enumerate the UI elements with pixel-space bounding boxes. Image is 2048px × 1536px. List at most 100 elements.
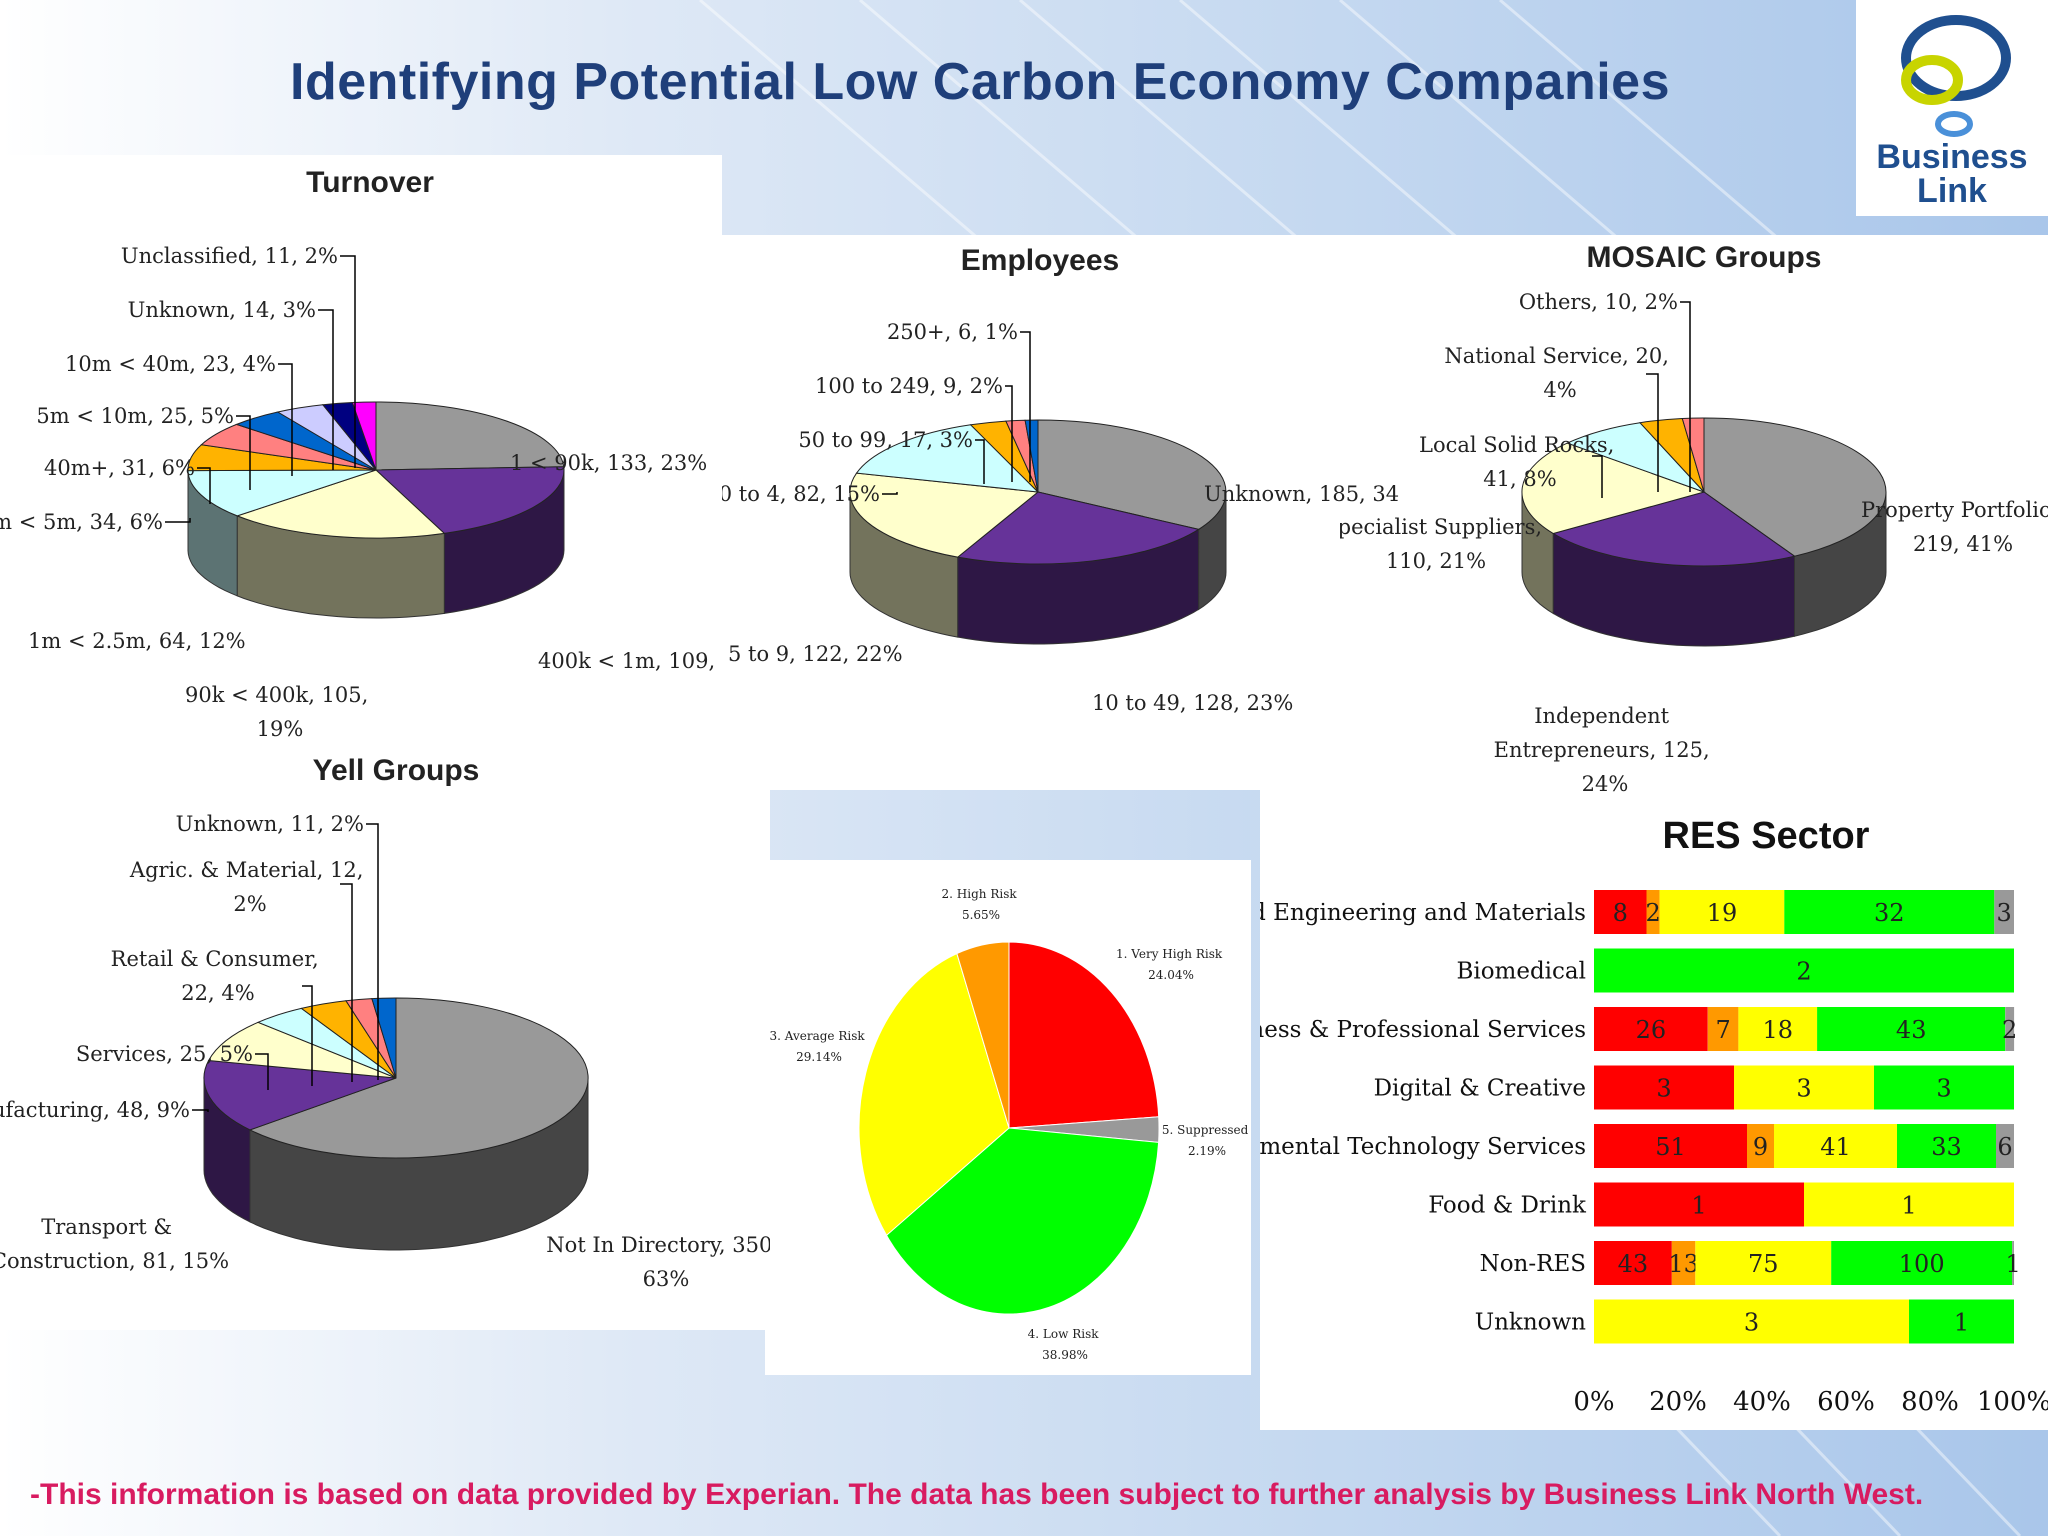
res-bar-value-label: 6 bbox=[1997, 1133, 2012, 1161]
res-bar-segment bbox=[1874, 1065, 2014, 1110]
mosaic-leader-lines bbox=[1592, 301, 1691, 498]
yell-pie-chart: Yell Groups Unknown, 11, 2% Agric. & Mat… bbox=[0, 754, 770, 1291]
res-x-tick-label: 0% bbox=[1573, 1387, 1614, 1417]
employees-slice-0 bbox=[1037, 419, 1227, 530]
employees-leader-lines bbox=[882, 331, 1031, 495]
res-bar-value-label: 3 bbox=[1796, 1075, 1811, 1103]
mosaic-pie-chart: MOSAIC Groups Others, 10, 2% National Se… bbox=[1340, 241, 2048, 796]
risk-pie-chart: 2. High Risk 5.65% 1. Very High Risk 24.… bbox=[770, 887, 1251, 1362]
res-bar-segment bbox=[1594, 1299, 1909, 1344]
res-bar-segment bbox=[1695, 1241, 1832, 1285]
risk-label-high: 2. High Risk 5.65% bbox=[942, 887, 1021, 922]
turnover-label-10m-40m: 10m < 40m, 23, 4% bbox=[65, 352, 276, 376]
res-bar-segment bbox=[1831, 1241, 2013, 1285]
yell-label-not-in-directory: Not In Directory, 350, 63% bbox=[546, 1233, 770, 1291]
res-bar-value-label: 32 bbox=[1874, 899, 1905, 927]
res-bar-segment bbox=[1817, 1007, 2006, 1051]
mosaic-label-local-solid-rocks-line2: 41, 8% bbox=[1483, 467, 1556, 491]
footer-note: -This information is based on data provi… bbox=[30, 1478, 1924, 1511]
mosaic-label-national-service: National Service, 20, 4% bbox=[1444, 344, 1675, 402]
res-bar-segment bbox=[1707, 1007, 1739, 1051]
res-bar-segment bbox=[2012, 1241, 2014, 1285]
turnover-label-1-90k: 1 < 90k, 133, 23% bbox=[510, 451, 707, 475]
res-category-labels: Advanced Engineering and Materials Biomed… bbox=[1260, 900, 1587, 1336]
res-x-tick-label: 80% bbox=[1901, 1387, 1959, 1417]
turnover-pie-body bbox=[187, 401, 565, 619]
yell-label-agric-material-line1: Agric. & Material, 12, bbox=[129, 858, 363, 882]
res-bar-segment bbox=[2005, 1007, 2015, 1051]
mosaic-label-independent-entrepreneurs: Independent Entrepreneurs, 125, 24% bbox=[1494, 704, 1717, 796]
res-category-label: Advanced Engineering and Materials bbox=[1260, 900, 1586, 926]
res-bar-value-label: 26 bbox=[1636, 1016, 1667, 1044]
yell-pie-body bbox=[203, 997, 589, 1251]
risk-label-suppressed: 5. Suppressed 2.19% bbox=[1162, 1123, 1251, 1158]
risk-label-average-name: 3. Average Risk bbox=[770, 1029, 866, 1043]
employees-label-100-249: 100 to 249, 9, 2% bbox=[815, 374, 1003, 398]
risk-label-low-pct: 38.98% bbox=[1042, 1348, 1088, 1362]
res-bar-value-label: 43 bbox=[1618, 1250, 1649, 1278]
turnover-label-unknown: Unknown, 14, 3% bbox=[128, 298, 316, 322]
turnover-label-90k-400k-line2: 19% bbox=[257, 717, 304, 741]
turnover-slice-0 bbox=[375, 401, 565, 471]
risk-label-average: 3. Average Risk 29.14% bbox=[770, 1029, 869, 1064]
turnover-label-90k-400k-line1: 90k < 400k, 105, bbox=[185, 683, 368, 707]
turnover-label-2-5m-5m: 2.5m < 5m, 34, 6% bbox=[0, 510, 163, 534]
mosaic-slice-0 bbox=[1703, 417, 1887, 557]
business-link-logo: Business Link bbox=[1856, 0, 2048, 216]
yell-label-unknown: Unknown, 11, 2% bbox=[176, 812, 364, 836]
risk-label-average-pct: 29.14% bbox=[796, 1050, 842, 1064]
res-bar-segment bbox=[1671, 1241, 1696, 1285]
res-bar-value-label: 13 bbox=[1668, 1250, 1699, 1278]
logo-text: Business Link bbox=[1856, 140, 2048, 208]
mosaic-label-independent-entrepreneurs-line3: 24% bbox=[1582, 772, 1629, 796]
turnover-slice-3 bbox=[187, 469, 377, 517]
res-category-label: Non-RES bbox=[1480, 1251, 1586, 1277]
mosaic-label-independent-entrepreneurs-line2: Entrepreneurs, 125, bbox=[1494, 738, 1710, 762]
employees-slice-3 bbox=[855, 424, 1040, 493]
risk-label-low-name: 4. Low Risk bbox=[1028, 1327, 1100, 1341]
res-bar-segment bbox=[1996, 1124, 2014, 1168]
res-bar-segment bbox=[1594, 1124, 1747, 1168]
res-category-label: Biomedical bbox=[1456, 959, 1586, 985]
risk-label-suppressed-pct: 2.19% bbox=[1188, 1144, 1226, 1158]
turnover-slice-2 bbox=[235, 469, 446, 539]
logo-line-2: Link bbox=[1917, 172, 1987, 210]
res-bar-value-label: 2 bbox=[2002, 1016, 2017, 1044]
res-bar-segment bbox=[1909, 1299, 2014, 1344]
res-bar-value-label: 41 bbox=[1820, 1133, 1851, 1161]
mosaic-label-national-service-line1: National Service, 20, bbox=[1444, 344, 1669, 368]
turnover-label-1m-2-5m: 1m < 2.5m, 64, 12% bbox=[28, 629, 246, 653]
yell-label-transport-construction-line2: Construction, 81, 15% bbox=[0, 1249, 229, 1273]
res-bar-segment bbox=[1594, 948, 2014, 993]
mosaic-label-property-portfolio-line2: 219, 41% bbox=[1913, 532, 2013, 556]
risk-slice-0 bbox=[1008, 941, 1160, 1129]
res-bar-value-label: 18 bbox=[1763, 1016, 1794, 1044]
yell-label-transport-construction-line1: Transport & bbox=[41, 1215, 172, 1239]
turnover-label-unclassified: Unclassified, 11, 2% bbox=[121, 244, 338, 268]
res-bar-segment bbox=[1594, 1241, 1672, 1285]
yell-leader-lines bbox=[192, 823, 379, 1112]
mosaic-label-specialist-suppliers-line2: 110, 21% bbox=[1386, 549, 1486, 573]
res-bar-value-label: 8 bbox=[1613, 899, 1628, 927]
mosaic-title: MOSAIC Groups bbox=[1586, 241, 1821, 274]
slide-title: Identifying Potential Low Carbon Economy… bbox=[290, 53, 1670, 111]
res-bar-segment bbox=[1747, 1124, 1774, 1168]
res-bar-segment bbox=[1804, 1182, 2014, 1227]
res-category-label: Digital & Creative bbox=[1374, 1076, 1586, 1102]
mosaic-label-local-solid-rocks-line1: Local Solid Rocks, bbox=[1419, 433, 1614, 457]
res-bar-value-label: 100 bbox=[1899, 1250, 1945, 1278]
mosaic-label-specialist-suppliers-line1: Specialist Suppliers, bbox=[1340, 515, 1542, 539]
risk-slice-3 bbox=[858, 952, 1010, 1237]
risk-label-low: 4. Low Risk 38.98% bbox=[1028, 1327, 1103, 1362]
mosaic-slice-2 bbox=[1521, 442, 1706, 535]
res-bar-value-label: 3 bbox=[1936, 1075, 1951, 1103]
employees-title: Employees bbox=[961, 244, 1119, 277]
res-bar-value-label: 7 bbox=[1715, 1016, 1730, 1044]
employees-label-250: 250+, 6, 1% bbox=[887, 320, 1018, 344]
yell-label-retail-consumer-line2: 22, 4% bbox=[181, 981, 254, 1005]
res-category-label: Food & Drink bbox=[1428, 1193, 1587, 1219]
yell-label-not-in-directory-line1: Not In Directory, 350, bbox=[546, 1233, 770, 1257]
turnover-slice-9 bbox=[351, 401, 377, 471]
res-bar-value-label: 1 bbox=[1691, 1192, 1706, 1220]
